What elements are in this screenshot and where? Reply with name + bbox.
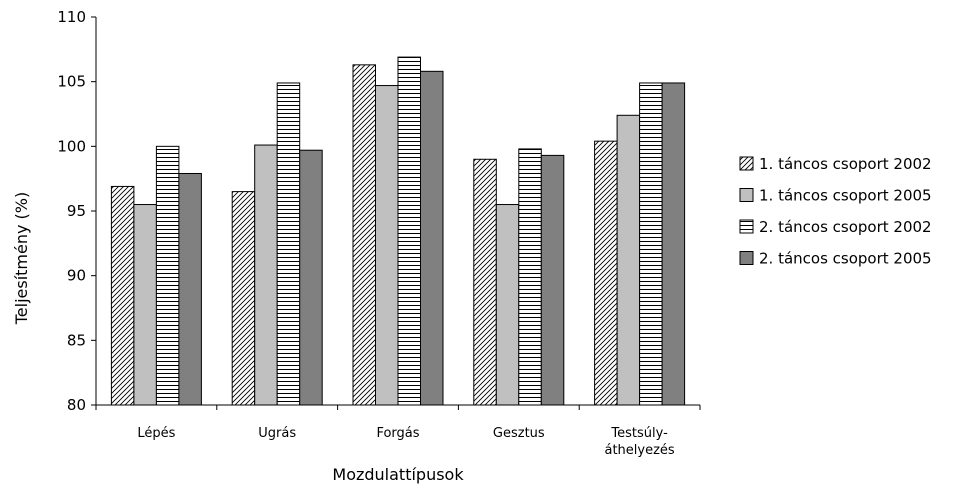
bar-series-2-5 (616, 114, 641, 406)
x-tick-label: Ugrás (258, 426, 296, 441)
legend-label-2: 1. táncos csoport 2005 (759, 187, 932, 205)
bar-series-1-3 (352, 64, 376, 406)
bar-series-3-3 (397, 56, 421, 406)
y-tick-label: 95 (67, 202, 86, 220)
bar-series-2-3 (375, 85, 399, 406)
x-tick-label: Gesztus (493, 426, 545, 441)
bar-series-1-5 (594, 140, 618, 406)
x-tick-label: Lépés (137, 426, 175, 441)
bar-series-1-1 (110, 185, 135, 406)
legend-swatch-3 (739, 219, 754, 234)
legend-swatch-4 (739, 251, 754, 265)
legend-swatch-2 (739, 188, 754, 202)
bar-series-4-5 (661, 82, 686, 406)
bar-series-3-2 (276, 82, 301, 406)
x-axis-title: Mozdulattípusok (332, 465, 464, 484)
bar-series-1-2 (231, 191, 256, 406)
bar-series-4-3 (420, 70, 444, 406)
bar-series-4-2 (299, 149, 323, 406)
x-tick-label: Testsúly-áthelyezés (604, 426, 674, 458)
bar-series-4-4 (540, 154, 565, 406)
bar-series-3-1 (155, 145, 180, 406)
y-tick-label: 85 (67, 331, 86, 349)
bar-series-3-4 (518, 148, 542, 406)
bar-series-4-1 (178, 172, 202, 406)
legend-swatch-1 (739, 156, 754, 171)
legend-label-1: 1. táncos csoport 2002 (759, 155, 932, 173)
x-tick-label: Forgás (376, 426, 419, 441)
y-axis-title: Teljesítmény (%) (12, 192, 31, 326)
y-tick-label: 90 (67, 267, 86, 285)
y-tick-label: 110 (57, 8, 86, 26)
bar-series-1-4 (473, 158, 497, 406)
y-tick-label: 80 (67, 396, 86, 414)
legend-label-3: 2. táncos csoport 2002 (759, 218, 932, 236)
bar-series-2-4 (495, 204, 520, 406)
y-tick-label: 105 (57, 73, 86, 91)
legend-label-4: 2. táncos csoport 2005 (759, 250, 932, 268)
bar-series-3-5 (639, 82, 663, 406)
bar-series-2-1 (133, 204, 157, 406)
bar-series-2-2 (254, 144, 278, 406)
y-tick-label: 100 (57, 137, 86, 155)
